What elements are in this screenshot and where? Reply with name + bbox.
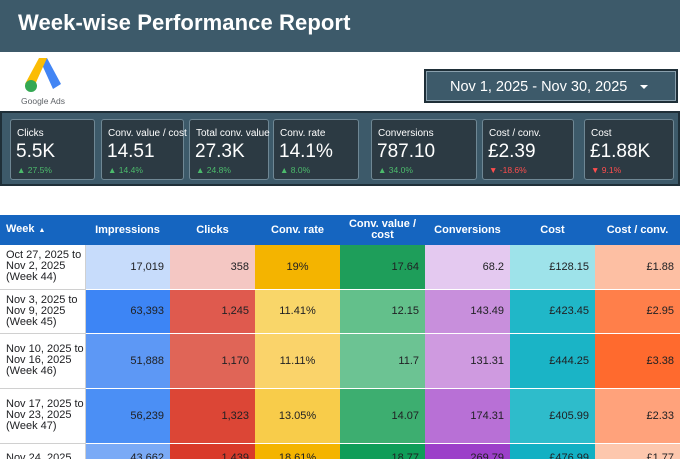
metric-cell: 17,019 xyxy=(85,245,170,290)
metric-cell: 358 xyxy=(170,245,255,290)
metric-cell: £2.95 xyxy=(595,289,680,334)
metric-cell: £1.77 xyxy=(595,443,680,459)
kpi-conv-value-cost: Conv. value / cost 14.51 ▲ 14.4% xyxy=(101,119,187,180)
kpi-delta: ▲ 34.0% xyxy=(378,165,413,175)
table-row: Nov 3, 2025 to Nov 9, 2025 (Week 45) 63,3… xyxy=(0,289,680,334)
column-header-impressions[interactable]: Impressions xyxy=(85,215,171,245)
kpi-cost: Cost £1.88K ▼ 9.1% xyxy=(584,119,674,180)
metric-cell: £2.33 xyxy=(595,388,680,444)
google-ads-logo-icon xyxy=(25,58,61,92)
metric-cell: 18.61% xyxy=(255,443,340,459)
metric-cell: 63,393 xyxy=(85,289,170,334)
metric-cell: 17.64 xyxy=(340,245,425,290)
kpi-scorecards: Clicks 5.5K ▲ 27.5% Conv. value / cost 1… xyxy=(0,111,680,186)
week-cell: Nov 24, 2025 xyxy=(0,443,86,459)
kpi-delta: ▼ 9.1% xyxy=(591,165,622,175)
table-row: Oct 27, 2025 to Nov 2, 2025 (Week 44) 17,… xyxy=(0,245,680,290)
date-range-value: Nov 1, 2025 - Nov 30, 2025 xyxy=(450,79,628,95)
kpi-cost-per-conv: Cost / conv. £2.39 ▼ -18.6% xyxy=(482,119,574,180)
column-header-clicks[interactable]: Clicks xyxy=(170,215,256,245)
kpi-delta: ▲ 8.0% xyxy=(280,165,311,175)
metric-cell: 56,239 xyxy=(85,388,170,444)
table-row: Nov 24, 2025 43,662 1,439 18.61% 18.77 269.79… xyxy=(0,443,680,459)
kpi-delta: ▲ 24.8% xyxy=(196,165,231,175)
kpi-value: 27.3K xyxy=(195,141,245,162)
metric-cell: £444.25 xyxy=(510,333,595,389)
column-header-cost[interactable]: Cost xyxy=(510,215,596,245)
kpi-value: 14.1% xyxy=(279,141,333,162)
metric-cell: 43,662 xyxy=(85,443,170,459)
kpi-clicks: Clicks 5.5K ▲ 27.5% xyxy=(10,119,95,180)
metric-cell: £128.15 xyxy=(510,245,595,290)
week-cell: Nov 10, 2025 to Nov 16, 2025 (Week 46) xyxy=(0,333,86,389)
metric-cell: £423.45 xyxy=(510,289,595,334)
column-header-conv-value-cost[interactable]: Conv. value / cost xyxy=(340,215,426,245)
column-header-week[interactable]: Week ▲ xyxy=(0,215,86,245)
metric-cell: 131.31 xyxy=(425,333,510,389)
google-ads-logo: Google Ads xyxy=(18,56,68,110)
report-header: Week-wise Performance Report xyxy=(0,0,680,52)
table-row: Nov 17, 2025 to Nov 23, 2025 (Week 47) 56… xyxy=(0,388,680,444)
kpi-title: Cost xyxy=(591,128,612,139)
metric-cell: 1,170 xyxy=(170,333,255,389)
metric-cell: 143.49 xyxy=(425,289,510,334)
metric-cell: 19% xyxy=(255,245,340,290)
kpi-title: Conversions xyxy=(378,128,434,139)
metric-cell: 68.2 xyxy=(425,245,510,290)
kpi-value: 14.51 xyxy=(107,141,155,162)
metric-cell: 11.41% xyxy=(255,289,340,334)
kpi-value: £2.39 xyxy=(488,141,536,162)
metric-cell: 269.79 xyxy=(425,443,510,459)
metric-cell: 18.77 xyxy=(340,443,425,459)
week-cell: Oct 27, 2025 to Nov 2, 2025 (Week 44) xyxy=(0,245,86,290)
metric-cell: 14.07 xyxy=(340,388,425,444)
column-header-conv-rate[interactable]: Conv. rate xyxy=(255,215,341,245)
week-cell: Nov 3, 2025 to Nov 9, 2025 (Week 45) xyxy=(0,289,86,334)
table-row: Nov 10, 2025 to Nov 16, 2025 (Week 46) 51… xyxy=(0,333,680,389)
page-title: Week-wise Performance Report xyxy=(18,10,351,35)
kpi-conversions: Conversions 787.10 ▲ 34.0% xyxy=(371,119,477,180)
date-range-picker[interactable]: Nov 1, 2025 - Nov 30, 2025 xyxy=(424,69,678,103)
metric-cell: 174.31 xyxy=(425,388,510,444)
sort-ascending-icon: ▲ xyxy=(38,227,46,234)
chevron-down-icon xyxy=(640,85,648,89)
kpi-delta: ▲ 14.4% xyxy=(108,165,143,175)
week-cell: Nov 17, 2025 to Nov 23, 2025 (Week 47) xyxy=(0,388,86,444)
metric-cell: 1,323 xyxy=(170,388,255,444)
kpi-value: £1.88K xyxy=(590,141,651,162)
kpi-title: Total conv. value xyxy=(196,128,270,139)
metric-cell: £405.99 xyxy=(510,388,595,444)
kpi-value: 787.10 xyxy=(377,141,436,162)
metric-cell: 51,888 xyxy=(85,333,170,389)
column-header-cost-per-conv[interactable]: Cost / conv. xyxy=(595,215,680,245)
metric-cell: 11.11% xyxy=(255,333,340,389)
kpi-title: Clicks xyxy=(17,128,44,139)
metric-cell: £3.38 xyxy=(595,333,680,389)
kpi-title: Conv. rate xyxy=(280,128,326,139)
column-header-conversions[interactable]: Conversions xyxy=(425,215,511,245)
weekly-performance-table: Week ▲ Impressions Clicks Conv. rate Conv… xyxy=(0,215,680,459)
kpi-total-conv-value: Total conv. value 27.3K ▲ 24.8% xyxy=(189,119,270,180)
metric-cell: £476.99 xyxy=(510,443,595,459)
metric-cell: 1,245 xyxy=(170,289,255,334)
kpi-value: 5.5K xyxy=(16,141,56,162)
kpi-delta: ▼ -18.6% xyxy=(489,165,527,175)
table-header-row: Week ▲ Impressions Clicks Conv. rate Conv… xyxy=(0,215,680,245)
kpi-title: Conv. value / cost xyxy=(108,128,187,139)
metric-cell: 1,439 xyxy=(170,443,255,459)
kpi-conv-rate: Conv. rate 14.1% ▲ 8.0% xyxy=(273,119,359,180)
metric-cell: 13.05% xyxy=(255,388,340,444)
column-header-label: Week xyxy=(6,223,35,235)
metric-cell: 11.7 xyxy=(340,333,425,389)
google-ads-label: Google Ads xyxy=(21,96,65,106)
metric-cell: £1.88 xyxy=(595,245,680,290)
kpi-title: Cost / conv. xyxy=(489,128,542,139)
kpi-delta: ▲ 27.5% xyxy=(17,165,52,175)
metric-cell: 12.15 xyxy=(340,289,425,334)
